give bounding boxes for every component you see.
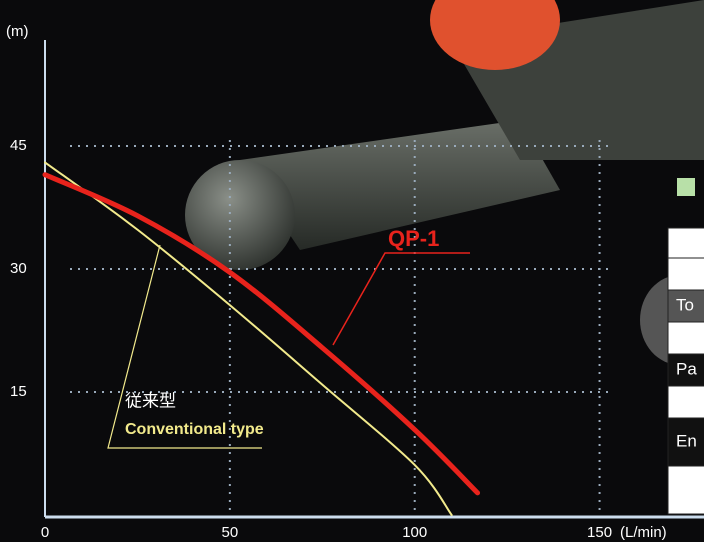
curve <box>44 161 453 516</box>
series-label: QP-1 <box>388 226 439 251</box>
qp1-leader <box>332 252 470 346</box>
table-text: Mo <box>676 232 701 251</box>
table-text: En <box>676 431 697 450</box>
table-cell <box>667 227 704 259</box>
x-tick-label: 50 <box>222 524 239 541</box>
table-text: To <box>676 295 694 314</box>
y-axis-label: (m) <box>6 23 29 40</box>
pump-arm <box>240 120 560 250</box>
table-text: En <box>676 479 697 498</box>
curve <box>42 172 481 496</box>
pump-knob <box>185 160 295 270</box>
x-tick-label: 100 <box>402 524 427 541</box>
conventional-leader <box>107 244 262 449</box>
table-text: Ma <box>676 327 700 346</box>
x-tick-label: 0 <box>41 524 49 541</box>
legend-square <box>677 178 695 196</box>
table-cell <box>667 353 704 387</box>
table-cell <box>667 321 704 355</box>
table-text: Dr <box>676 391 694 410</box>
y-tick-label: 30 <box>10 260 27 277</box>
table-cell <box>667 257 704 291</box>
table-cell <box>667 465 704 515</box>
annotation: 従来型 <box>125 391 176 410</box>
series-label: Conventional type <box>125 421 264 438</box>
x-axis-label: (L/min) <box>620 524 667 541</box>
x-tick-label: 150 <box>587 524 612 541</box>
pump-cap <box>430 0 560 70</box>
table-text: In <box>676 263 690 282</box>
table-text: Pa <box>676 359 697 378</box>
y-tick-label: 15 <box>10 383 27 400</box>
side-table: Mo In To Ma Pa Dr En En <box>667 227 704 515</box>
y-tick-label: 45 <box>10 137 27 154</box>
